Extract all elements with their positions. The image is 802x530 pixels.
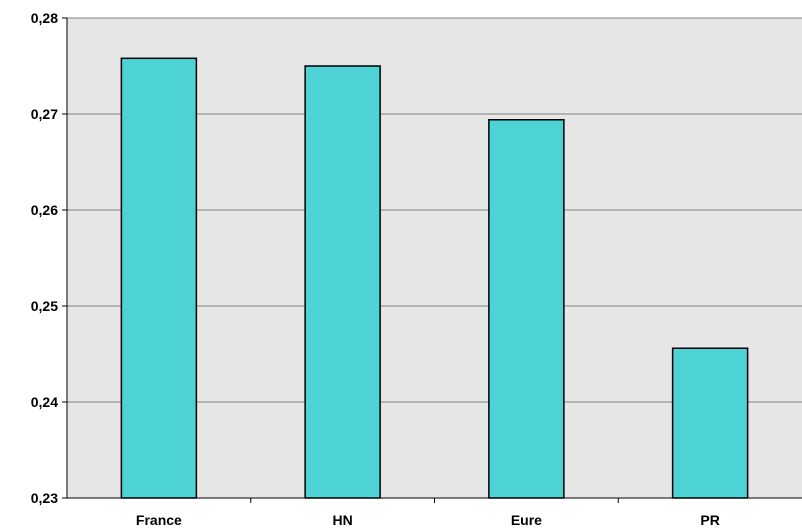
y-tick-label: 0,26 bbox=[31, 202, 58, 218]
x-tick-label: HN bbox=[333, 512, 353, 528]
bar-france bbox=[120, 57, 198, 499]
bar-eure bbox=[488, 119, 565, 499]
y-tick-label: 0,28 bbox=[31, 10, 58, 26]
y-tick-label: 0,25 bbox=[31, 298, 58, 314]
y-tick-label: 0,24 bbox=[31, 394, 58, 410]
x-axis-ticks: France HN Eure PR bbox=[136, 498, 720, 528]
bar-hn bbox=[304, 65, 381, 499]
bars bbox=[120, 57, 749, 499]
bar-pr bbox=[671, 347, 749, 499]
x-tick-label: PR bbox=[700, 512, 719, 528]
x-tick-label: France bbox=[136, 512, 182, 528]
y-tick-label: 0,23 bbox=[31, 490, 58, 506]
y-tick-label: 0,27 bbox=[31, 106, 58, 122]
y-axis-ticks: 0,23 0,24 0,25 0,26 0,27 0,28 bbox=[31, 10, 67, 506]
x-tick-label: Eure bbox=[511, 512, 542, 528]
